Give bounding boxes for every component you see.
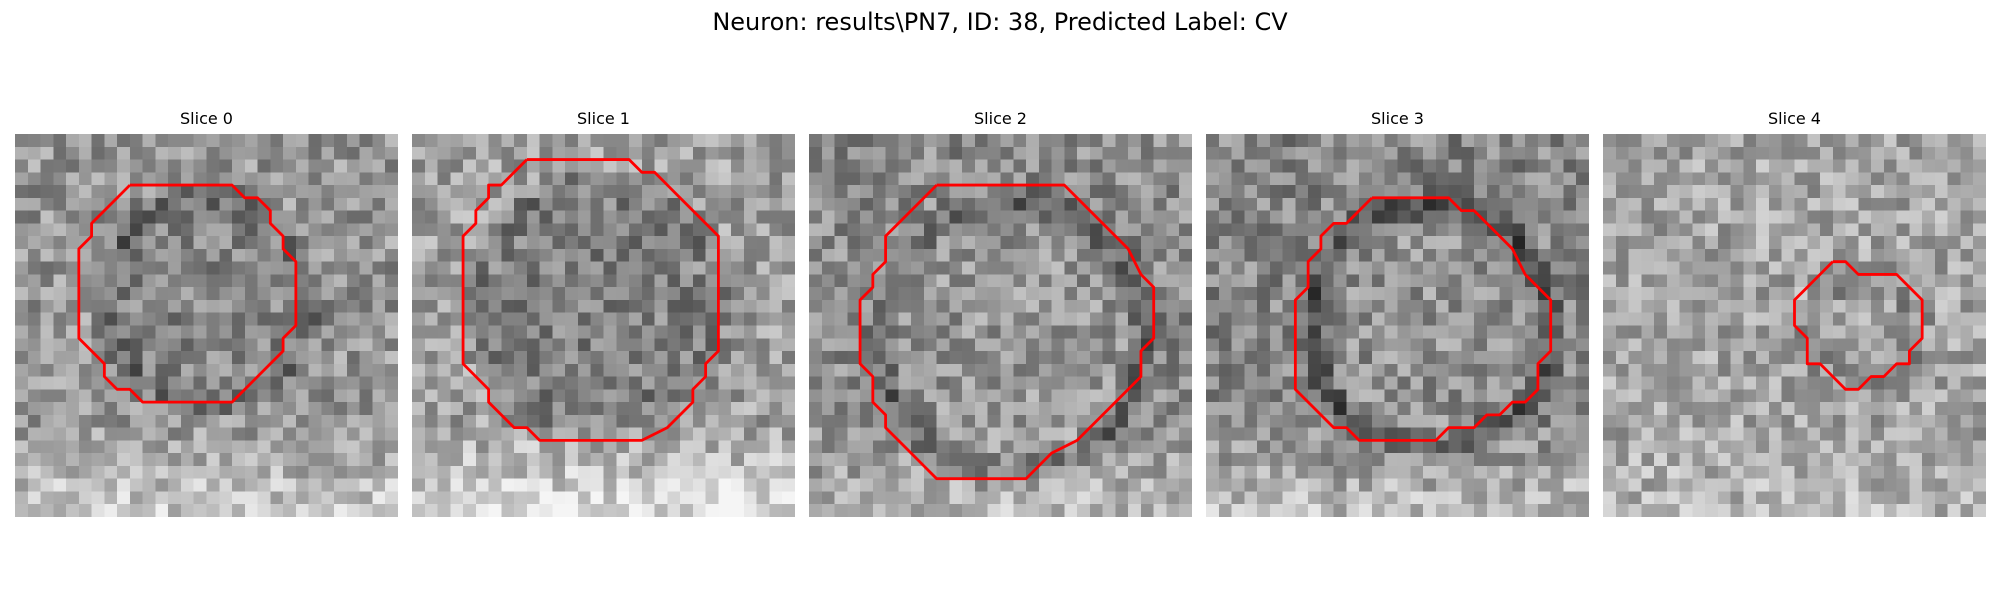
slice-panel-4: Slice 4 bbox=[1603, 108, 1986, 517]
slice-panel-1: Slice 1 bbox=[412, 108, 795, 517]
slice-title: Slice 3 bbox=[1371, 109, 1424, 128]
grayscale-slice bbox=[412, 134, 795, 517]
slice-panel-2: Slice 2 bbox=[809, 108, 1192, 517]
segmentation-contour bbox=[461, 158, 720, 442]
slice-image bbox=[1206, 134, 1589, 517]
slice-title: Slice 2 bbox=[974, 109, 1027, 128]
slice-panel-3: Slice 3 bbox=[1206, 108, 1589, 517]
slice-image bbox=[15, 134, 398, 517]
slice-panel-0: Slice 0 bbox=[15, 108, 398, 517]
segmentation-contour bbox=[1293, 196, 1553, 442]
figure-title: Neuron: results\PN7, ID: 38, Predicted L… bbox=[712, 8, 1288, 36]
segmentation-contour bbox=[1793, 260, 1924, 391]
slice-title: Slice 1 bbox=[577, 109, 630, 128]
segmentation-contour bbox=[77, 183, 298, 404]
grayscale-slice bbox=[809, 134, 1192, 517]
slice-title: Slice 0 bbox=[180, 109, 233, 128]
slice-image bbox=[412, 134, 795, 517]
slice-title: Slice 4 bbox=[1768, 109, 1821, 128]
slice-image bbox=[809, 134, 1192, 517]
slice-image bbox=[1603, 134, 1986, 517]
segmentation-contour bbox=[858, 183, 1156, 481]
